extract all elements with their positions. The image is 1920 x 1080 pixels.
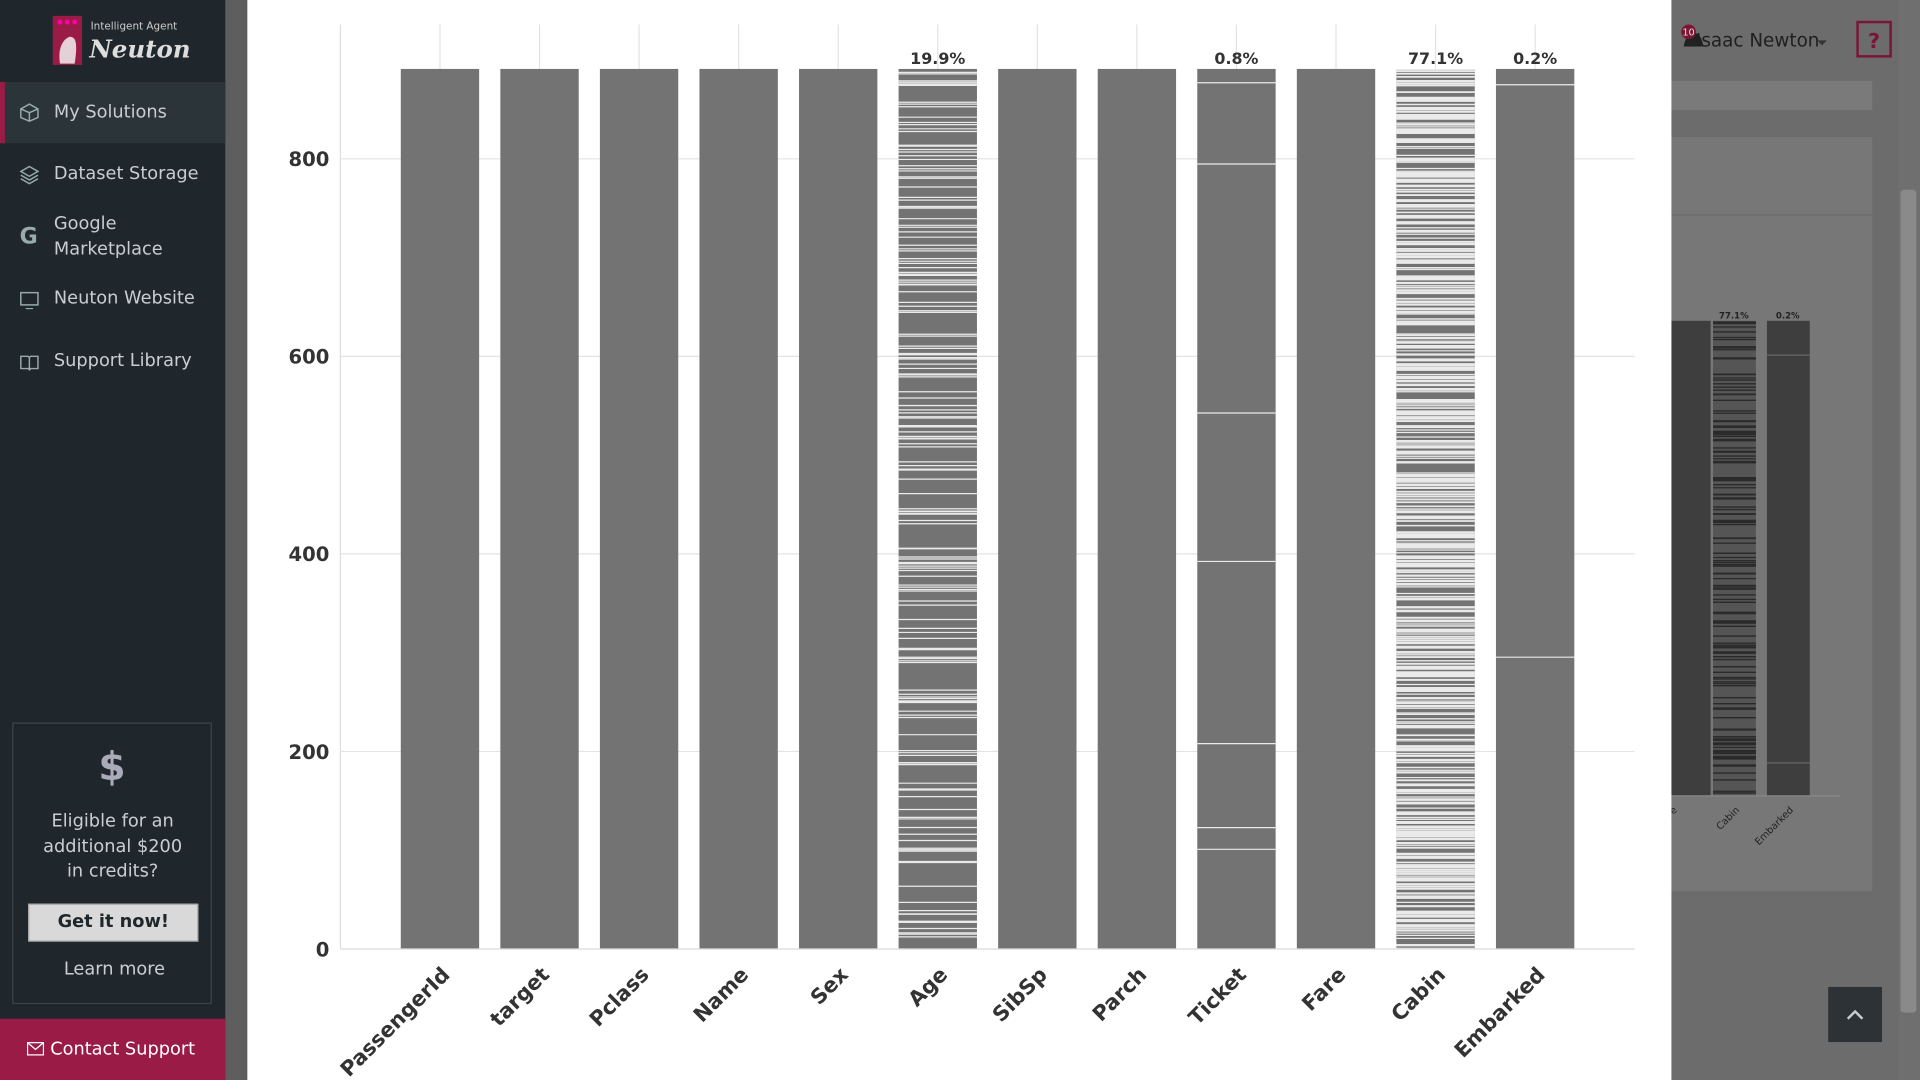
x-tick-label: Pclass (585, 962, 654, 1031)
bar (1495, 68, 1575, 949)
x-tick-label: Fare (1297, 962, 1350, 1015)
bg-card (1671, 80, 1873, 111)
missing-label: 0.2% (1513, 49, 1557, 68)
promo-link[interactable]: Learn more (63, 960, 166, 980)
help-button[interactable] (1856, 20, 1892, 58)
help-label: ? (1868, 29, 1880, 53)
logo-mark (52, 15, 83, 65)
bg-label: 77.1% (1719, 311, 1749, 321)
x-tick-label: Ticket (1184, 962, 1251, 1029)
x-tick-label: Parch (1088, 962, 1152, 1026)
modal: 0 200 400 600 800 PassengerId target Pclass Name… (247, 0, 1672, 1080)
bar (599, 68, 679, 949)
bar (1197, 68, 1276, 949)
missing-stripes (898, 71, 977, 938)
missing-label: 77.1% (1408, 49, 1463, 68)
y-tick-label: 200 (289, 741, 330, 764)
promo-button[interactable]: Get it now! (28, 903, 199, 942)
y-tick-label: 0 (316, 938, 330, 961)
nav-item[interactable]: G Google Marketplace (0, 212, 225, 266)
logo-text: Neuton (89, 34, 191, 64)
missing-stripes (1197, 82, 1276, 850)
nav-item[interactable]: Support Library (0, 349, 225, 378)
logo-small: Intelligent Agent (90, 20, 178, 34)
nav-label: Google Marketplace (53, 214, 163, 260)
missing-stripes (1495, 84, 1575, 658)
bar (699, 68, 778, 949)
missing-label: 0.8% (1214, 49, 1258, 68)
user-name[interactable]: Isaac Newton (1696, 31, 1820, 52)
y-tick-label: 400 (289, 543, 330, 566)
x-tick-label: Cabin (1386, 962, 1450, 1026)
bar (1296, 68, 1376, 949)
background-page: 77.1% 0.2% are Cabin Embarked 10 Isaac N… (1671, 0, 1920, 1080)
x-tick-label: target (485, 962, 554, 1031)
chart: 0 200 400 600 800 PassengerId target Pclass Name… (289, 24, 1635, 1080)
nav-item[interactable]: Neuton Website (0, 287, 225, 316)
bg-chart: 77.1% 0.2% are Cabin Embarked 10 Isaac N… (1671, 0, 1920, 1080)
contact-label: Contact Support (50, 1039, 196, 1060)
contact-support[interactable]: Contact Support (0, 1018, 226, 1080)
bg-divider (1671, 214, 1873, 216)
scrollbar-thumb[interactable] (1900, 189, 1917, 1013)
x-tick-label: SibSp (988, 962, 1052, 1026)
bar (1097, 68, 1177, 949)
x-tick-label: PassengerId (336, 962, 455, 1080)
bar (400, 68, 480, 949)
promo-icon: $ (98, 743, 126, 790)
nav-label: Support Library (53, 351, 192, 372)
nav-item[interactable]: My Solutions (0, 82, 226, 144)
svg-text:G: G (20, 225, 38, 247)
bg-label: are (1671, 805, 1679, 824)
nav-label: Neuton Website (53, 288, 195, 309)
bar (799, 68, 878, 949)
x-tick-label: Embarked (1450, 962, 1550, 1062)
x-tick-label: Age (903, 962, 952, 1011)
logo: Intelligent Agent Neuton (52, 15, 200, 74)
missing-stripes (1396, 68, 1475, 949)
x-tick-label: Name (689, 962, 754, 1027)
promo-box: $ Eligible for an additional $200 in cre… (12, 722, 212, 1005)
y-tick-label: 600 (289, 346, 330, 369)
missing-label: 19.9% (910, 49, 965, 68)
y-tick-label: 800 (289, 148, 330, 171)
bar (998, 68, 1077, 949)
bar (500, 68, 579, 949)
bg-label: Cabin (1715, 805, 1743, 833)
nav-label: Dataset Storage (53, 164, 199, 184)
x-tick-label: Sex (806, 962, 853, 1009)
nav-label: My Solutions (53, 102, 167, 123)
nav-item[interactable]: Dataset Storage (0, 162, 225, 191)
promo-text: Eligible for an additional $200 in credi… (43, 811, 183, 882)
sidebar: Intelligent Agent Neuton My Solutions Da… (0, 0, 226, 1080)
bg-label: Embarked (1753, 805, 1796, 848)
scroll-top[interactable] (1828, 986, 1883, 1043)
bg-label: 0.2% (1776, 311, 1800, 321)
notification-badge[interactable]: 10 (1682, 28, 1694, 39)
